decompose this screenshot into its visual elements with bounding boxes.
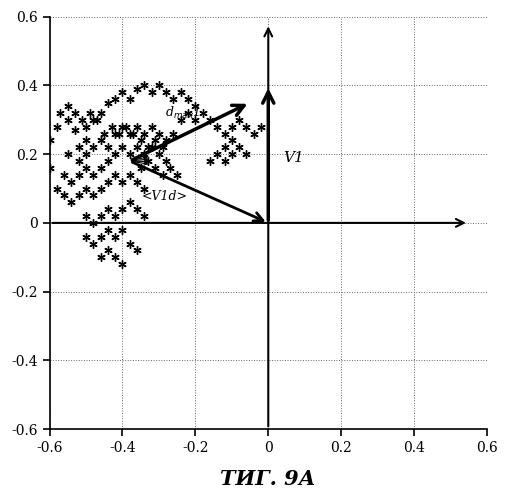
Text: V1: V1 [283,150,303,164]
Text: <V1d>: <V1d> [142,190,187,203]
X-axis label: ΤИГ. 9А: ΤИГ. 9А [220,469,316,489]
Text: d$_{max}$1: d$_{max}$1 [165,106,200,122]
